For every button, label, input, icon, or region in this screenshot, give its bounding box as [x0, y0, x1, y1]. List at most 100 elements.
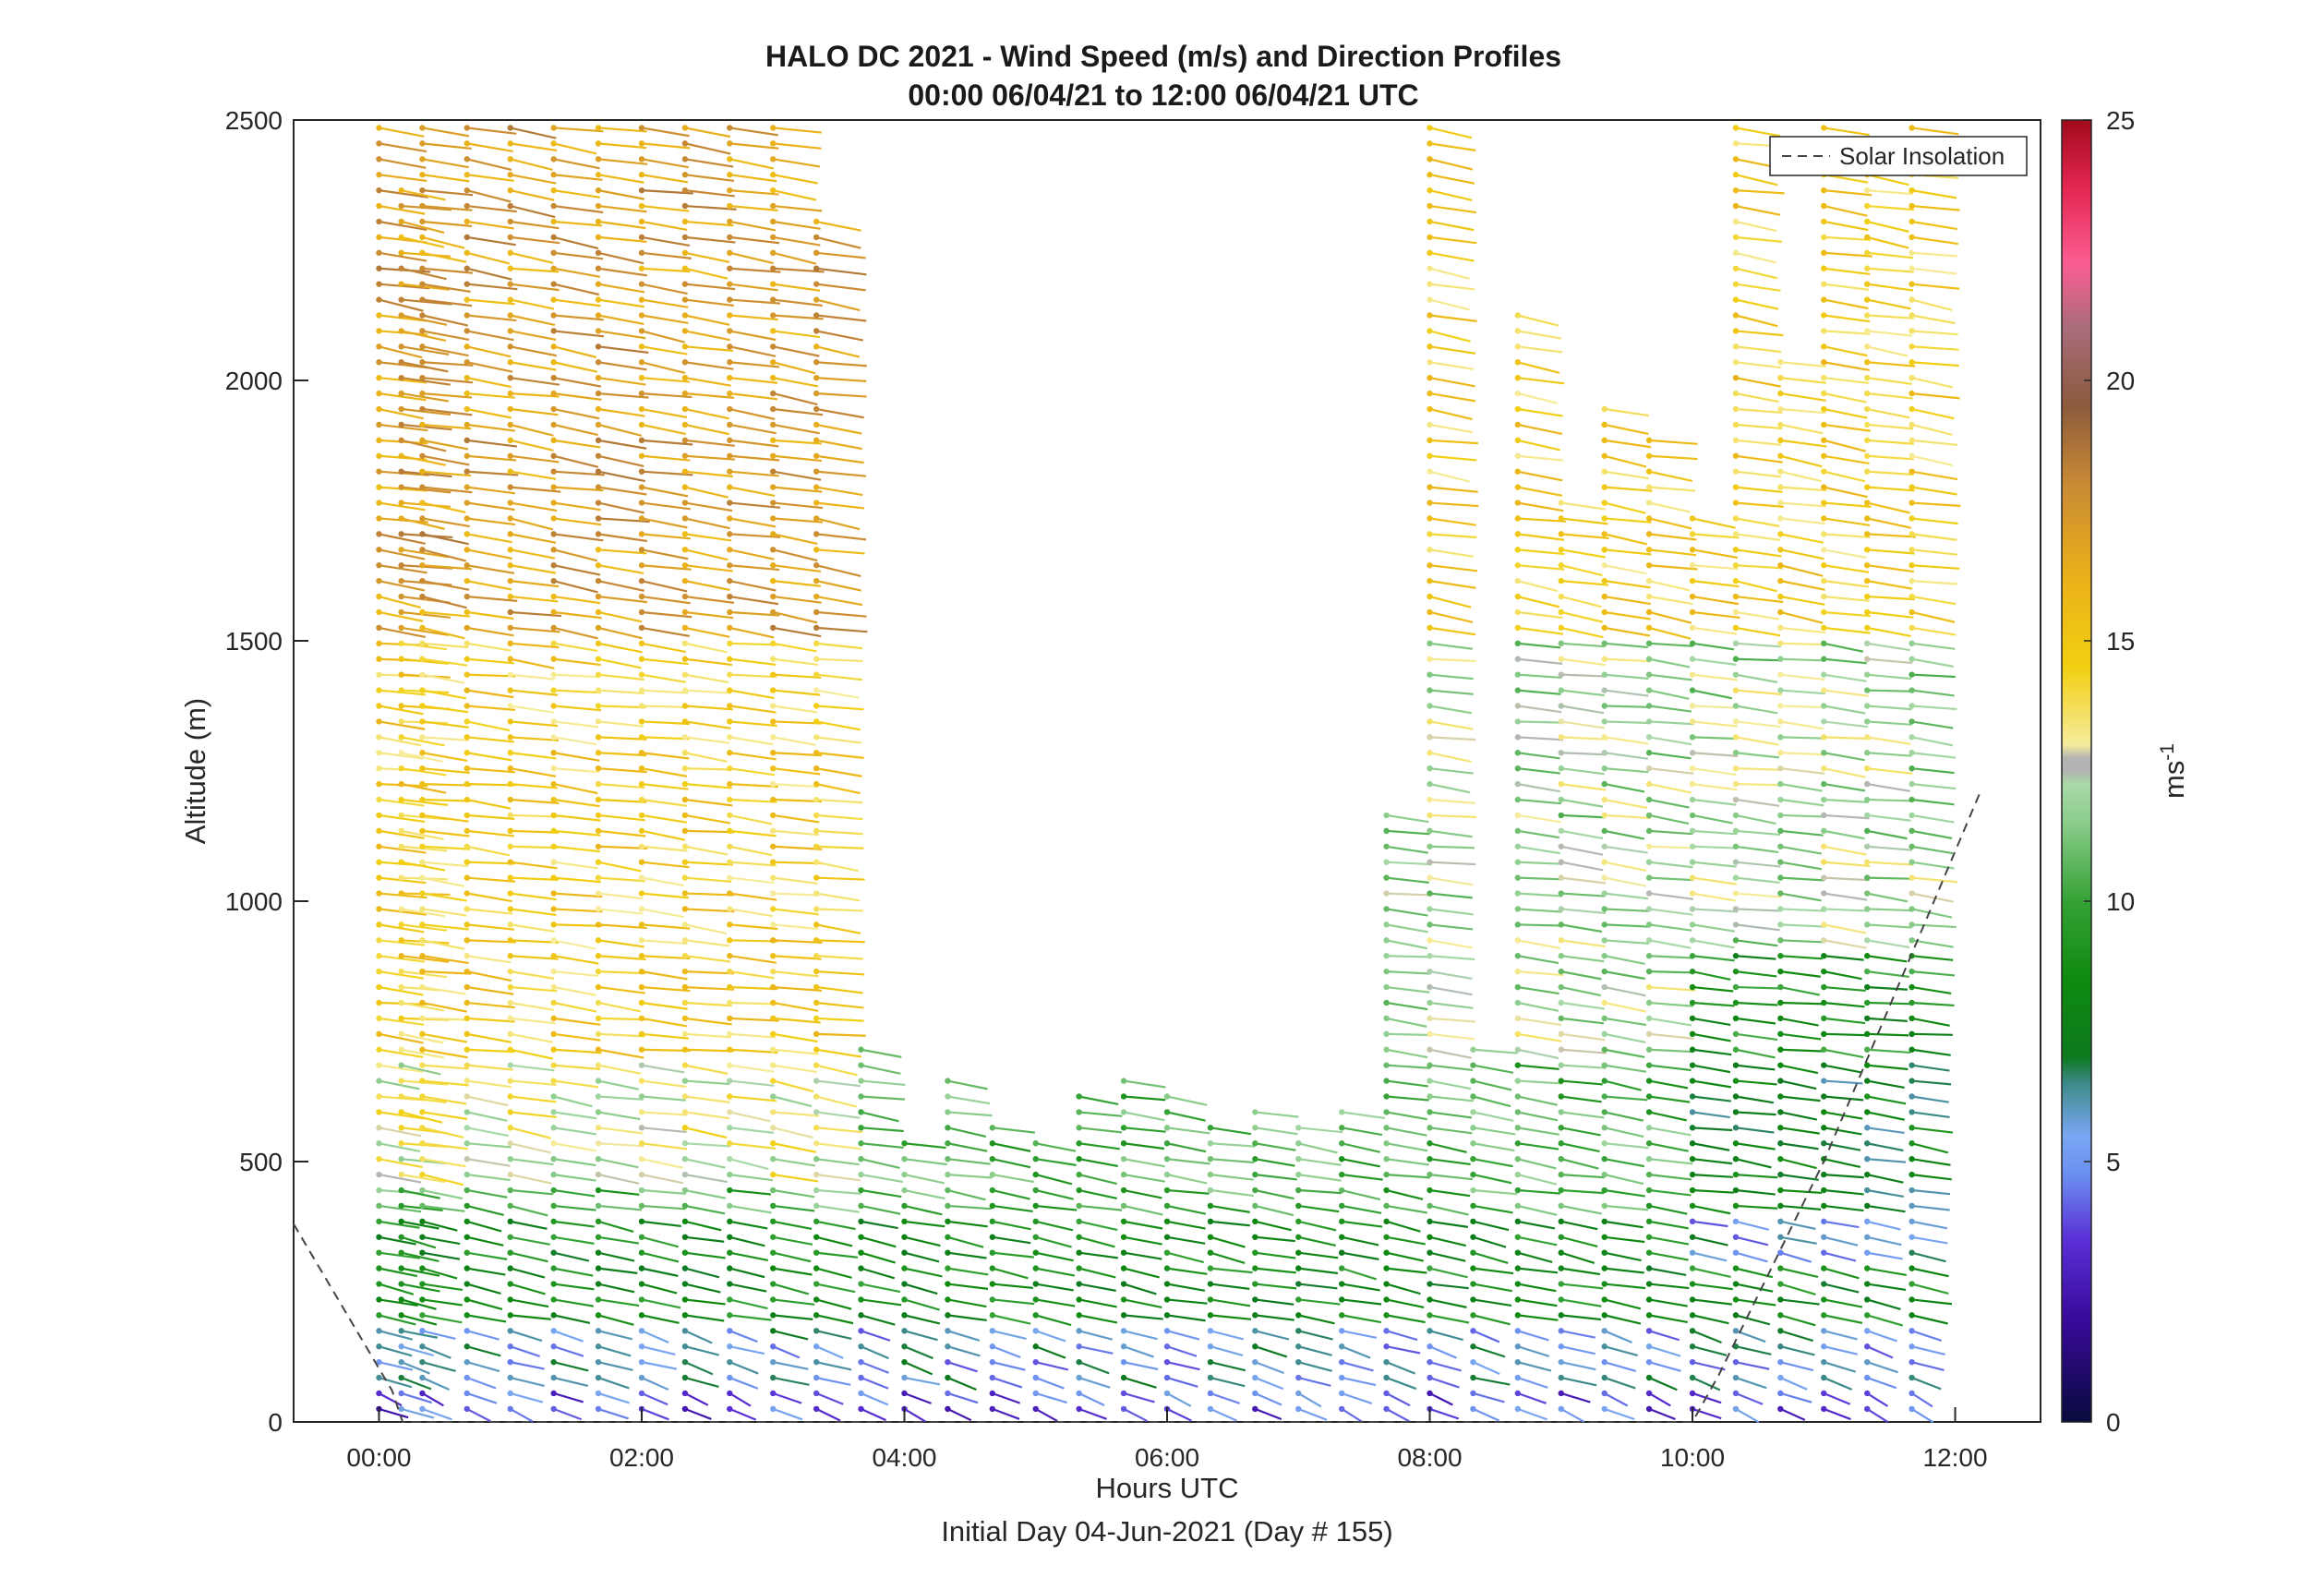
wind-barb-dot — [398, 718, 404, 725]
wind-barb — [1123, 1330, 1158, 1341]
wind-barb-dot — [1427, 796, 1433, 803]
wind-barb — [1297, 1376, 1331, 1387]
wind-barb — [815, 1330, 852, 1341]
wind-barb — [1692, 1188, 1734, 1194]
wind-barb — [1473, 1267, 1514, 1275]
wind-barb-dot — [398, 1046, 404, 1053]
wind-barb-dot — [901, 1343, 908, 1350]
wind-barb-dot — [1558, 656, 1564, 662]
wind-barb — [816, 876, 865, 881]
wind-barb — [1341, 1235, 1379, 1247]
wind-barb — [379, 174, 427, 182]
wind-barb — [597, 1174, 640, 1185]
wind-barb — [1517, 486, 1563, 497]
wind-barb-dot — [1909, 874, 1915, 881]
wind-barb — [379, 126, 425, 138]
wind-barb-dot — [638, 1155, 645, 1162]
wind-barb — [466, 330, 514, 342]
wind-barb-dot — [398, 547, 404, 553]
wind-barb — [422, 345, 469, 357]
wind-barb — [1648, 1111, 1687, 1122]
wind-barb — [815, 689, 860, 699]
wind-barb-dot — [1777, 765, 1784, 772]
wind-barb-dot — [1032, 1171, 1039, 1178]
wind-barb — [1824, 829, 1865, 840]
wind-barb-dot — [813, 1015, 820, 1022]
wind-barb-dot — [550, 1125, 557, 1131]
wind-barb — [1386, 1377, 1417, 1391]
wind-barb-dot — [1864, 468, 1871, 475]
wind-barb — [597, 720, 644, 728]
wind-barb — [816, 908, 863, 912]
wind-barb — [641, 610, 692, 619]
wind-barb — [729, 517, 777, 528]
wind-barb — [510, 1174, 552, 1185]
wind-barb-dot — [1864, 1328, 1871, 1334]
wind-barb-dot — [1558, 1109, 1564, 1115]
wind-barb — [1824, 470, 1866, 483]
wind-barb — [1254, 1407, 1282, 1421]
wind-barb-dot — [507, 1358, 513, 1366]
chart-title: HALO DC 2021 - Wind Speed (m/s) and Dire… — [765, 40, 1561, 73]
wind-barb — [1429, 267, 1470, 280]
wind-barb — [729, 126, 778, 137]
wind-barb-dot — [1514, 500, 1522, 506]
wind-barb-dot — [507, 125, 513, 131]
wind-barb — [1473, 1158, 1513, 1168]
wind-barb-dot — [550, 547, 557, 553]
wind-barb-dot — [1120, 1374, 1127, 1381]
wind-barb — [1867, 267, 1914, 273]
wind-barb — [422, 564, 472, 571]
wind-barb-dot — [550, 1093, 557, 1100]
wind-barb — [729, 720, 777, 728]
wind-barb-dot — [1689, 703, 1696, 709]
wind-barb — [597, 1142, 644, 1148]
wind-barb — [1692, 689, 1733, 700]
wind-barb — [816, 1032, 866, 1037]
wind-barb — [597, 892, 644, 900]
wind-barb — [1824, 1174, 1864, 1179]
wind-barb-dot — [681, 734, 689, 741]
wind-barb — [466, 798, 512, 810]
wind-barb — [466, 813, 515, 821]
wind-barb — [422, 595, 467, 609]
wind-barb-dot — [1689, 1202, 1696, 1210]
wind-barb-dot — [813, 1296, 820, 1303]
wind-barb-dot — [1601, 1405, 1608, 1413]
wind-barb-dot — [1558, 547, 1564, 553]
wind-barb-dot — [638, 156, 645, 163]
wind-barb — [1297, 1407, 1328, 1421]
wind-barb-dot — [419, 1155, 426, 1162]
wind-barb-dot — [464, 953, 470, 959]
wind-barb-dot — [1864, 249, 1871, 257]
wind-barb — [1560, 1251, 1595, 1265]
wind-barb — [1123, 1142, 1165, 1150]
wind-barb — [773, 142, 822, 150]
wind-barb — [510, 908, 557, 917]
wind-barb — [379, 970, 425, 980]
wind-barb — [684, 813, 731, 825]
y-tick-label: 2500 — [225, 106, 283, 135]
wind-barb — [1692, 1345, 1728, 1356]
wind-barb-dot — [1032, 1187, 1039, 1194]
wind-barb-dot — [1864, 1343, 1871, 1350]
wind-barb — [379, 1330, 414, 1341]
wind-barb-dot — [1558, 687, 1564, 693]
wind-barb-dot — [1821, 953, 1827, 959]
wind-barb — [1780, 501, 1826, 508]
wind-barb — [772, 610, 818, 624]
wind-barb-dot — [813, 1125, 820, 1131]
wind-barb — [1911, 1142, 1949, 1154]
wind-barb — [729, 204, 778, 211]
wind-barb-dot — [595, 374, 602, 381]
wind-barb-dot — [1427, 765, 1433, 772]
wind-barb-dot — [550, 156, 557, 163]
wind-barb-dot — [813, 421, 820, 428]
wind-barb — [1824, 1001, 1865, 1008]
wind-barb — [422, 1001, 467, 1013]
wind-barb — [641, 1330, 669, 1343]
wind-barb-dot — [770, 703, 777, 709]
wind-barb — [729, 1079, 775, 1087]
wind-barb-dot — [464, 703, 470, 709]
wind-barb-dot — [1732, 1046, 1740, 1053]
